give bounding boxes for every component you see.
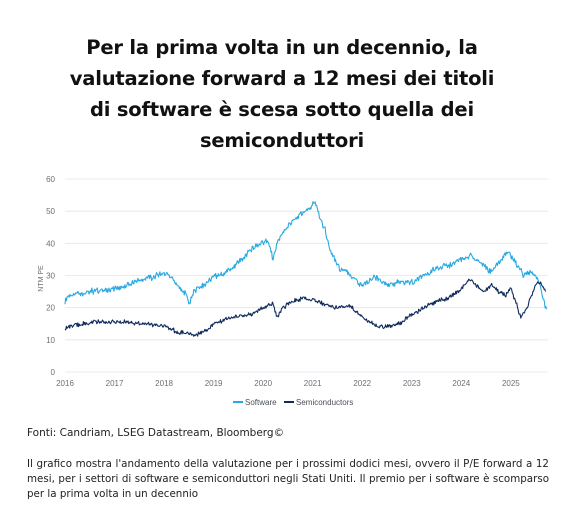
- legend-label: Semiconductors: [296, 398, 353, 407]
- x-tick-label: 2017: [106, 379, 124, 388]
- series-lines: [64, 201, 548, 337]
- chart-caption: Il grafico mostra l'andamento della valu…: [27, 458, 549, 500]
- y-tick-label: 0: [51, 368, 56, 377]
- x-tick-label: 2025: [502, 379, 520, 388]
- y-axis-ticks: 0 10 20 30 40 50 60: [46, 175, 55, 377]
- y-tick-label: 50: [46, 207, 55, 216]
- y-tick-label: 10: [46, 336, 55, 345]
- x-axis-ticks: 2016 2017 2018 2019 2020 2021 2022 2023 2024 2025: [56, 379, 520, 388]
- x-tick-label: 2022: [353, 379, 371, 388]
- y-tick-label: 20: [46, 304, 55, 313]
- legend: Software Semiconductors: [233, 398, 353, 407]
- chart-title: Per la prima volta in un decennio, la va…: [69, 36, 495, 152]
- y-tick-label: 30: [46, 272, 55, 281]
- series-line-semiconductors: [64, 278, 547, 337]
- y-tick-label: 60: [46, 175, 55, 184]
- x-tick-label: 2024: [452, 379, 470, 388]
- x-tick-label: 2018: [155, 379, 173, 388]
- series-line-software: [64, 201, 548, 310]
- y-tick-label: 40: [46, 239, 55, 248]
- grid-lines: [65, 178, 548, 373]
- source-note: Fonti: Candriam, LSEG Datastream, Bloomb…: [27, 427, 285, 439]
- x-tick-label: 2016: [56, 379, 74, 388]
- legend-label: Software: [245, 398, 277, 407]
- x-tick-label: 2020: [254, 379, 272, 388]
- x-tick-label: 2023: [403, 379, 421, 388]
- y-axis-label: NTM PE: [38, 265, 45, 292]
- x-tick-label: 2021: [304, 379, 322, 388]
- x-tick-label: 2019: [205, 379, 223, 388]
